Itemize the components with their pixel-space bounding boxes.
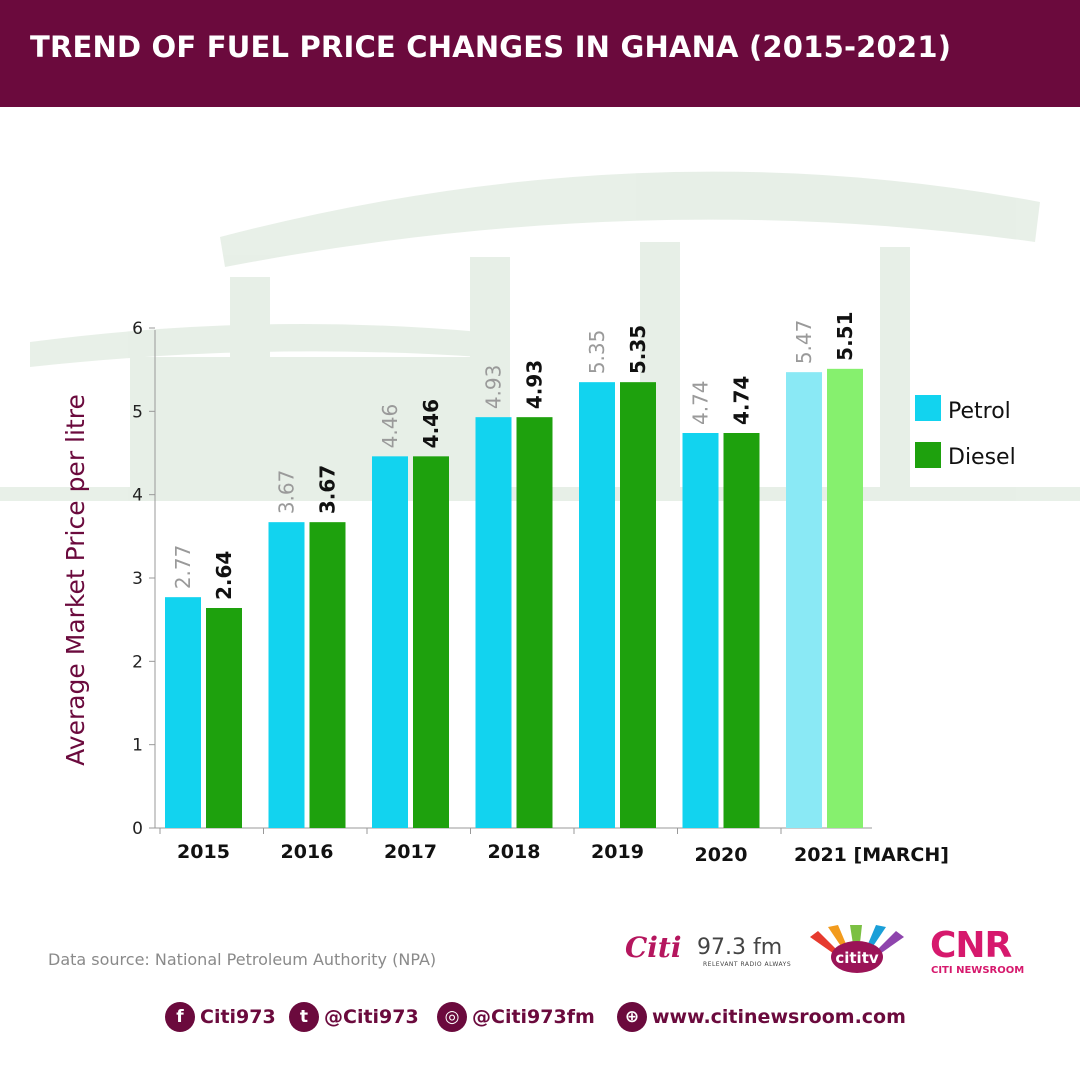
- social-links: f Citi973 t @Citi973 ◎ @Citi973fm ⊕ www.…: [165, 1000, 985, 1036]
- instagram-icon: ◎: [437, 1002, 467, 1032]
- category-label: 2018: [488, 841, 541, 863]
- category-label: 2016: [281, 841, 334, 863]
- social-facebook-label: Citi973: [200, 1006, 276, 1028]
- bar-diesel-2020: [723, 433, 760, 828]
- data-label-diesel: 4.93: [523, 360, 547, 409]
- bar-diesel-2019: [620, 382, 656, 828]
- social-twitter[interactable]: t @Citi973: [289, 1000, 419, 1034]
- cnr-subtitle: CITI NEWSROOM: [931, 965, 1025, 976]
- legend: Petrol Diesel: [915, 395, 1016, 470]
- y-tick-label: 4: [132, 486, 143, 506]
- logos: Citi 97.3 fm RELEVANT RADIO ALWAYS citit…: [625, 925, 1045, 985]
- data-label-petrol: 3.67: [275, 470, 299, 515]
- data-label-petrol: 4.74: [689, 380, 713, 425]
- citi-tagline: RELEVANT RADIO ALWAYS: [703, 961, 792, 968]
- bar-diesel-2016: [309, 522, 346, 828]
- y-tick-label: 6: [132, 319, 143, 339]
- data-label-petrol: 5.35: [585, 330, 609, 375]
- category-label: 2021 [MARCH]: [794, 844, 949, 866]
- globe-icon: ⊕: [617, 1002, 647, 1032]
- legend-label-diesel: Diesel: [948, 445, 1016, 470]
- bar-diesel-2021: [827, 368, 863, 828]
- bar-petrol-2021: [786, 372, 822, 828]
- data-label-petrol: 5.47: [792, 320, 816, 365]
- y-tick-label: 5: [132, 402, 143, 422]
- data-label-diesel: 2.64: [212, 551, 236, 600]
- data-label-petrol: 4.46: [378, 404, 402, 449]
- y-tick-label: 2: [132, 652, 143, 672]
- bars: [165, 368, 863, 828]
- data-labels: 2.77 2.64 3.67 3.67 4.46 4.46 4.93 4.93 5.35 5.35…: [171, 311, 857, 600]
- data-label-diesel: 5.35: [626, 325, 650, 374]
- legend-label-petrol: Petrol: [948, 399, 1011, 424]
- y-tick-label: 1: [132, 736, 143, 756]
- bar-petrol-2020: [682, 433, 719, 828]
- citi-logo: Citi: [625, 931, 682, 964]
- data-label-petrol: 4.93: [482, 365, 506, 410]
- data-label-diesel: 3.67: [316, 465, 340, 514]
- data-label-petrol: 2.77: [171, 545, 195, 590]
- data-label-diesel: 5.51: [833, 311, 857, 360]
- bar-petrol-2015: [165, 597, 201, 828]
- social-instagram-label: @Citi973fm: [472, 1006, 595, 1028]
- bar-petrol-2017: [372, 456, 408, 828]
- y-ticks: 0 1 2 3 4 5 6: [132, 319, 155, 839]
- bar-petrol-2019: [579, 382, 615, 828]
- social-website-label: www.citinewsroom.com: [652, 1006, 906, 1028]
- bar-chart: Average Market Price per litre 0 1 2 3 4 5 6 2…: [61, 311, 1016, 866]
- bar-diesel-2015: [206, 608, 242, 828]
- social-facebook[interactable]: f Citi973: [165, 1000, 276, 1034]
- bar-petrol-2016: [268, 522, 305, 828]
- facebook-icon: f: [165, 1002, 195, 1032]
- cnr-logo: CNR: [930, 925, 1012, 966]
- chart-title: TREND OF FUEL PRICE CHANGES IN GHANA (20…: [30, 30, 952, 64]
- cititv-logo: cititv: [810, 925, 904, 973]
- svg-text:cititv: cititv: [835, 949, 879, 967]
- y-axis-label: Average Market Price per litre: [61, 394, 90, 766]
- social-twitter-label: @Citi973: [324, 1006, 419, 1028]
- category-labels: 2015 2016 2017 2018 2019 2020 2021 [MARCH]: [159, 828, 949, 866]
- y-tick-label: 3: [132, 569, 143, 589]
- bar-petrol-2018: [475, 417, 512, 828]
- category-label: 2020: [695, 844, 748, 866]
- citi-fm-label: 97.3 fm: [697, 935, 783, 960]
- social-instagram[interactable]: ◎ @Citi973fm: [437, 1000, 595, 1034]
- data-label-diesel: 4.74: [730, 376, 754, 425]
- category-label: 2017: [384, 841, 437, 863]
- legend-swatch-petrol: [915, 395, 941, 421]
- category-label: 2015: [177, 841, 230, 863]
- legend-swatch-diesel: [915, 442, 941, 468]
- bar-diesel-2018: [516, 417, 553, 828]
- twitter-icon: t: [289, 1002, 319, 1032]
- y-tick-label: 0: [132, 819, 143, 839]
- data-label-diesel: 4.46: [419, 399, 443, 448]
- bar-diesel-2017: [413, 456, 449, 828]
- social-website[interactable]: ⊕ www.citinewsroom.com: [617, 1000, 906, 1034]
- header-banner: TREND OF FUEL PRICE CHANGES IN GHANA (20…: [0, 0, 1080, 107]
- category-label: 2019: [591, 841, 644, 863]
- data-source: Data source: National Petroleum Authorit…: [48, 950, 437, 969]
